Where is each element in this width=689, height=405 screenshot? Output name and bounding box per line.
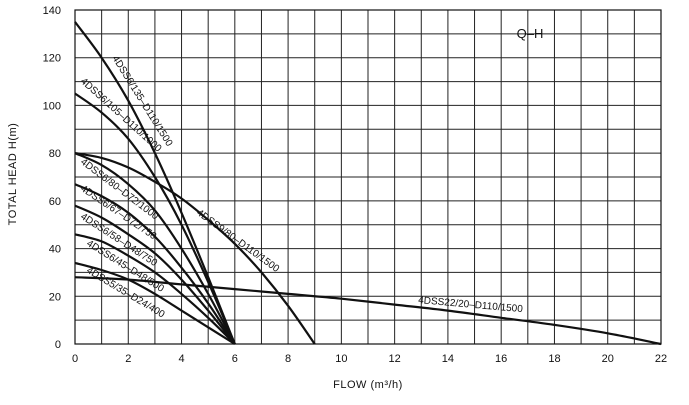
curve-4dss6-105-d110-1000 (74, 92, 236, 345)
x-tick-label: 22 (655, 353, 667, 365)
curve-4dss6-80-d72-1000 (74, 152, 236, 345)
y-tick-label: 0 (55, 339, 61, 351)
curve-label: 4DSS9/80–D110/1500 (194, 208, 281, 276)
x-axis-title: FLOW (m³/h) (333, 379, 403, 391)
curve-4dss6-135-d110-1500 (74, 21, 236, 345)
y-tick-label: 120 (43, 53, 61, 65)
curve-label: 4DSS22/20–D110/1500 (418, 295, 524, 315)
curve-4dss9-80-d110-1500 (74, 152, 316, 345)
x-tick-label: 8 (285, 353, 291, 365)
x-tick-label: 20 (602, 353, 614, 365)
x-tick-label: 18 (548, 353, 560, 365)
x-tick-label: 12 (389, 353, 401, 365)
y-tick-label: 80 (49, 148, 61, 160)
y-axis-title: TOTAL HEAD H(m) (7, 123, 19, 226)
curve-4dss6-45-d48-500 (74, 233, 236, 345)
x-tick-label: 14 (442, 353, 454, 365)
curves (74, 21, 662, 346)
curve-4dss5-35-d24-400 (74, 261, 236, 345)
x-tick-label: 4 (178, 353, 184, 365)
curve-4dss22-20-d110-1500 (74, 276, 662, 346)
x-tick-label: 10 (335, 353, 347, 365)
x-tick-label: 16 (495, 353, 507, 365)
plot-frame (74, 9, 662, 345)
x-tick-label: 0 (72, 353, 78, 365)
y-tick-label: 60 (49, 196, 61, 208)
x-tick-label: 6 (232, 353, 238, 365)
curve-4dss6-58-d48-750 (74, 204, 236, 345)
curve-labels: 4DSS6/135–D110/15004DSS6/105–D110/10004D… (78, 54, 524, 321)
curve-4dss6-67-d72-750 (74, 183, 236, 345)
y-tick-label: 100 (43, 100, 61, 112)
y-tick-label: 20 (49, 291, 61, 303)
grid (74, 9, 662, 345)
y-tick-label: 40 (49, 244, 61, 256)
tick-labels: 0 2 4 6 8 10 12 14 16 18 20 22 0 20 40 60 80 100 120 140 (43, 5, 667, 365)
y-tick-label: 140 (43, 5, 61, 17)
x-tick-label: 2 (125, 353, 131, 365)
chart-title: Q–H (517, 26, 544, 41)
